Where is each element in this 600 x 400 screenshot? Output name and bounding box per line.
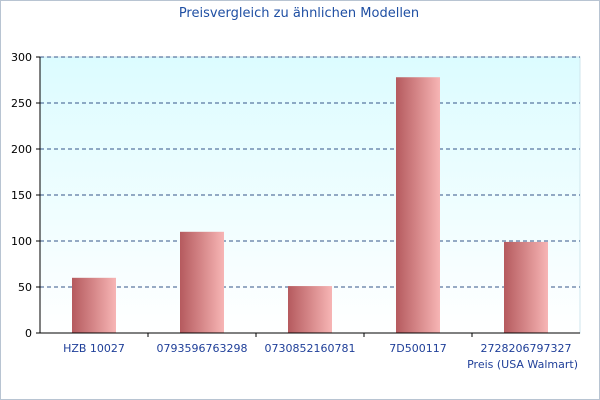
x-tick-label: 0793596763298	[157, 342, 248, 355]
bar-0	[72, 277, 116, 333]
y-tick-label: 200	[11, 143, 32, 156]
bar-4	[504, 241, 548, 333]
y-tick-label: 0	[25, 327, 32, 340]
y-tick-labels: 0 50 100 150 200 250 300	[11, 51, 40, 340]
y-tick-label: 150	[11, 189, 32, 202]
x-tick-label: 2728206797327	[481, 342, 572, 355]
x-tick-labels: HZB 10027 0793596763298 0730852160781 7D500…	[63, 333, 571, 355]
y-tick-label: 300	[11, 51, 32, 64]
x-tick-label: 7D500117	[389, 342, 446, 355]
bar-3	[396, 77, 440, 334]
x-tick-label: 0730852160781	[265, 342, 356, 355]
x-tick-label: HZB 10027	[63, 342, 125, 355]
bar-1	[180, 231, 224, 333]
chart-title: Preisvergleich zu ähnlichen Modellen	[179, 6, 419, 21]
y-tick-label: 50	[18, 281, 32, 294]
x-axis-label: Preis (USA Walmart)	[467, 358, 578, 371]
bars	[72, 77, 548, 334]
y-tick-label: 250	[11, 97, 32, 110]
y-tick-label: 100	[11, 235, 32, 248]
bar-2	[288, 286, 332, 333]
